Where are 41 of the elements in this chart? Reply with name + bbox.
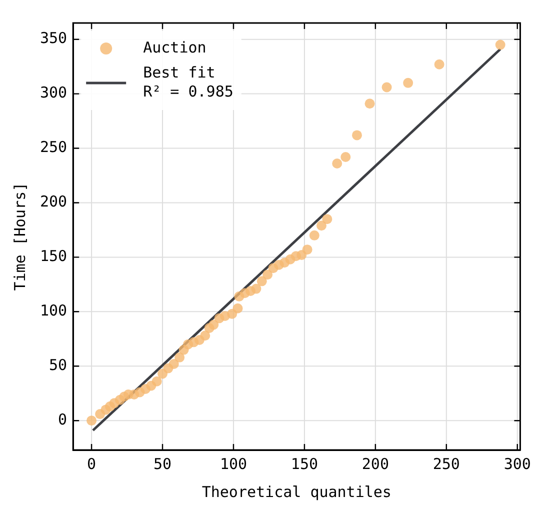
y-tick-label: 350 xyxy=(40,29,68,48)
point xyxy=(340,152,351,162)
point xyxy=(495,40,506,50)
point xyxy=(364,98,375,109)
x-tick-label: 200 xyxy=(362,454,389,473)
point xyxy=(232,303,243,314)
x-tick-label: 0 xyxy=(87,454,96,473)
x-tick-label: 150 xyxy=(290,454,318,473)
point xyxy=(322,214,332,224)
y-tick-label: 100 xyxy=(40,302,68,320)
point xyxy=(352,130,362,140)
y-axis-title: Time [Hours] xyxy=(10,182,29,291)
y-tick-label: 50 xyxy=(49,356,68,374)
legend-label: Auction xyxy=(143,38,206,56)
point xyxy=(168,358,179,369)
x-tick-label: 250 xyxy=(432,454,460,473)
point xyxy=(152,376,162,386)
point xyxy=(302,244,312,255)
point xyxy=(251,284,262,294)
point xyxy=(174,352,185,362)
y-tick-label: 300 xyxy=(40,84,68,102)
point xyxy=(256,276,267,286)
point xyxy=(86,416,97,426)
point xyxy=(434,59,444,70)
y-tick-label: 250 xyxy=(40,138,68,156)
point xyxy=(208,320,219,330)
point xyxy=(200,330,210,341)
y-tick-label: 0 xyxy=(58,410,68,428)
x-tick-label: 50 xyxy=(153,454,172,473)
x-tick-label: 100 xyxy=(220,454,248,473)
x-axis-title: Theoretical quantiles xyxy=(202,482,392,501)
y-tick-label: 200 xyxy=(40,192,68,211)
legend-label: Best fit R² = 0.985 xyxy=(143,63,234,100)
point xyxy=(262,270,273,280)
point xyxy=(382,82,392,92)
y-tick-label: 150 xyxy=(40,247,68,266)
point xyxy=(332,158,342,169)
point xyxy=(309,230,320,240)
point xyxy=(403,78,414,88)
x-tick-label: 300 xyxy=(504,454,531,473)
point xyxy=(316,220,326,231)
